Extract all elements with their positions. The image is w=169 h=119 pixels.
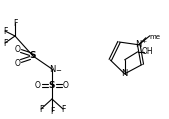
Text: +: +	[141, 39, 146, 44]
Text: OH: OH	[142, 47, 153, 56]
Text: O: O	[63, 80, 69, 89]
Text: S: S	[49, 80, 55, 89]
Text: −: −	[55, 68, 61, 74]
Text: N: N	[49, 64, 55, 74]
Text: S: S	[30, 52, 36, 60]
Text: F: F	[13, 18, 17, 27]
Text: F: F	[39, 104, 43, 114]
Text: me: me	[150, 34, 161, 40]
Text: N: N	[122, 69, 128, 78]
Text: F: F	[61, 104, 65, 114]
Text: O: O	[35, 80, 41, 89]
Text: F: F	[3, 27, 7, 35]
Text: N: N	[136, 40, 142, 49]
Text: O: O	[15, 59, 21, 67]
Text: O: O	[15, 45, 21, 54]
Text: F: F	[50, 107, 54, 116]
Text: F: F	[3, 39, 7, 47]
